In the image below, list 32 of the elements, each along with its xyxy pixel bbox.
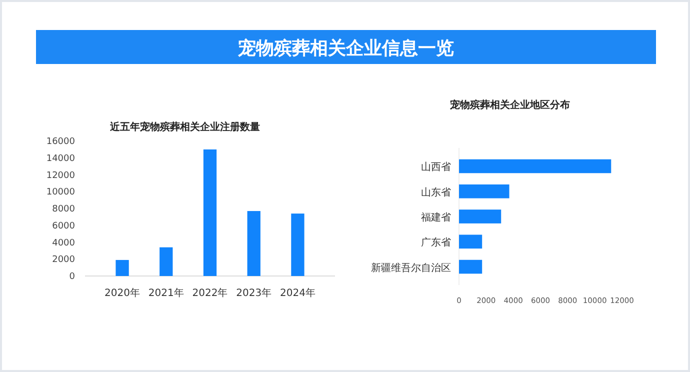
bar xyxy=(459,234,482,249)
y-tick-label: 16000 xyxy=(46,137,76,147)
bar xyxy=(160,247,173,276)
y-tick-label: 广东省 xyxy=(421,236,451,249)
bar xyxy=(459,184,510,198)
bar xyxy=(291,214,304,276)
y-tick-label: 2000 xyxy=(52,255,76,266)
text: 宠物殡葬相关企业信息一览 xyxy=(237,38,454,59)
x-tick-label: 2023年 xyxy=(236,287,272,299)
y-tick-label: 山东省 xyxy=(421,186,451,198)
y-tick-label: 新疆维吾尔自治区 xyxy=(371,262,451,274)
x-tick-label: 2024年 xyxy=(280,287,316,299)
bar xyxy=(116,260,129,276)
x-tick-label: 2022年 xyxy=(192,287,228,299)
y-tick-label: 14000 xyxy=(46,154,76,164)
x-tick-label: 2020年 xyxy=(104,287,140,299)
bar xyxy=(247,211,260,276)
y-tick-label: 8000 xyxy=(52,204,76,214)
y-tick-label: 0 xyxy=(69,272,76,282)
y-tick-label: 4000 xyxy=(52,238,76,248)
y-tick-label: 福建省 xyxy=(421,212,451,224)
bar xyxy=(459,210,502,224)
chart-title: 宠物殡葬相关企业地区分布 xyxy=(449,99,570,111)
y-tick-label: 10000 xyxy=(46,188,76,198)
x-tick-label: 2021年 xyxy=(148,287,184,299)
y-tick-label: 6000 xyxy=(52,221,76,232)
bar xyxy=(459,260,482,274)
bar xyxy=(459,159,612,174)
y-tick-label: 12000 xyxy=(46,170,76,181)
y-tick-label: 山西省 xyxy=(421,161,451,174)
bar xyxy=(203,149,217,276)
chart-title: 近五年宠物殡葬相关企业注册数量 xyxy=(109,121,260,133)
